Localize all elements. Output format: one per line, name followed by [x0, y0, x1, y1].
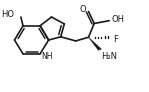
Text: HO: HO — [1, 10, 14, 19]
Text: H₂N: H₂N — [101, 52, 117, 61]
Text: O: O — [80, 5, 86, 14]
Text: OH: OH — [111, 15, 124, 24]
Polygon shape — [89, 37, 101, 50]
Text: F: F — [113, 35, 118, 44]
Text: NH: NH — [41, 52, 53, 61]
